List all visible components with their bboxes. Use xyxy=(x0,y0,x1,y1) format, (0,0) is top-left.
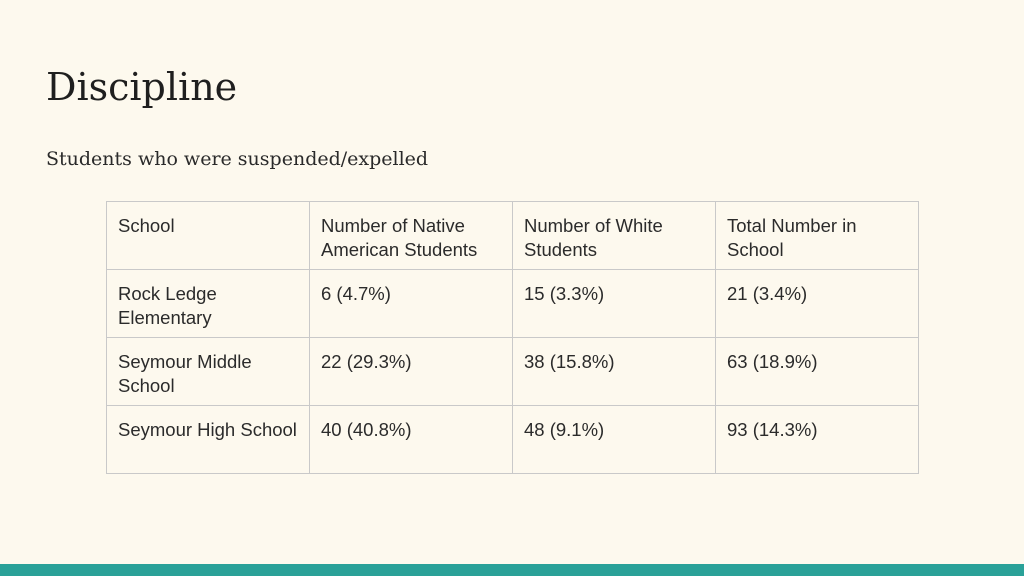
slide-subtitle: Students who were suspended/expelled xyxy=(46,148,429,170)
table-row: Seymour Middle School 22 (29.3%) 38 (15.… xyxy=(106,337,919,406)
table-row: Seymour High School 40 (40.8%) 48 (9.1%)… xyxy=(106,405,919,474)
cell-total: 63 (18.9%) xyxy=(715,337,919,406)
header-school: School xyxy=(106,201,310,270)
slide-title: Discipline xyxy=(46,65,238,109)
cell-school: Rock Ledge Elementary xyxy=(106,269,310,338)
header-white-students: Number of White Students xyxy=(512,201,716,270)
cell-school: Seymour Middle School xyxy=(106,337,310,406)
cell-total: 93 (14.3%) xyxy=(715,405,919,474)
cell-native-american: 22 (29.3%) xyxy=(309,337,513,406)
table-row: Rock Ledge Elementary 6 (4.7%) 15 (3.3%)… xyxy=(106,269,919,338)
cell-school: Seymour High School xyxy=(106,405,310,474)
cell-native-american: 40 (40.8%) xyxy=(309,405,513,474)
cell-white: 15 (3.3%) xyxy=(512,269,716,338)
table-header-row: School Number of Native American Student… xyxy=(106,201,919,270)
discipline-table: School Number of Native American Student… xyxy=(106,201,919,474)
cell-native-american: 6 (4.7%) xyxy=(309,269,513,338)
cell-white: 48 (9.1%) xyxy=(512,405,716,474)
cell-total: 21 (3.4%) xyxy=(715,269,919,338)
bottom-accent-bar xyxy=(0,564,1024,576)
cell-white: 38 (15.8%) xyxy=(512,337,716,406)
header-total-in-school: Total Number in School xyxy=(715,201,919,270)
header-native-american-students: Number of Native American Students xyxy=(309,201,513,270)
